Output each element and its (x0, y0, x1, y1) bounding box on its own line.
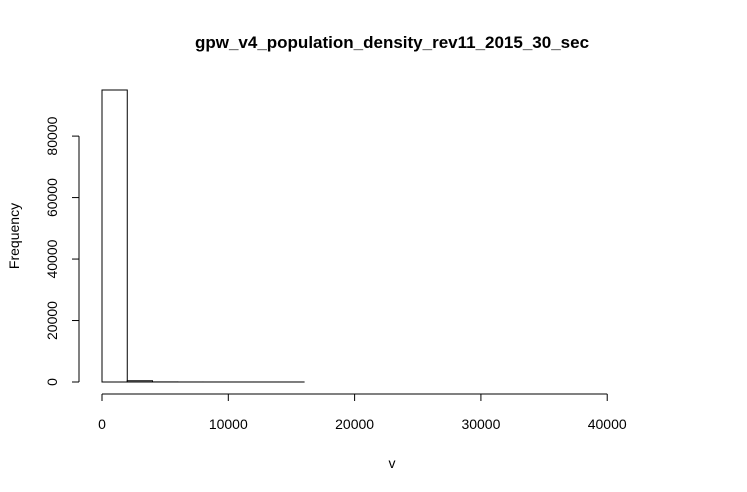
x-tick-label: 30000 (461, 416, 500, 432)
x-tick-label: 20000 (335, 416, 374, 432)
x-tick-label: 0 (98, 416, 106, 432)
x-axis-label: v (389, 455, 396, 471)
histogram-bar (101, 89, 128, 383)
y-tick-label: 20000 (44, 301, 60, 340)
x-axis: 0 10000 20000 30000 40000 (98, 393, 627, 432)
bar-group (101, 89, 305, 383)
histogram-bar (126, 380, 154, 383)
y-axis-label: Frequency (6, 203, 22, 269)
y-axis: 0 20000 40000 60000 80000 (44, 116, 80, 386)
x-tick-label: 10000 (209, 416, 248, 432)
y-tick-label: 0 (44, 378, 60, 386)
y-tick-label: 80000 (44, 116, 60, 155)
y-tick-label: 60000 (44, 178, 60, 217)
chart-title: gpw_v4_population_density_rev11_2015_30_… (195, 33, 589, 52)
x-tick-label: 40000 (588, 416, 627, 432)
y-tick-label: 40000 (44, 239, 60, 278)
